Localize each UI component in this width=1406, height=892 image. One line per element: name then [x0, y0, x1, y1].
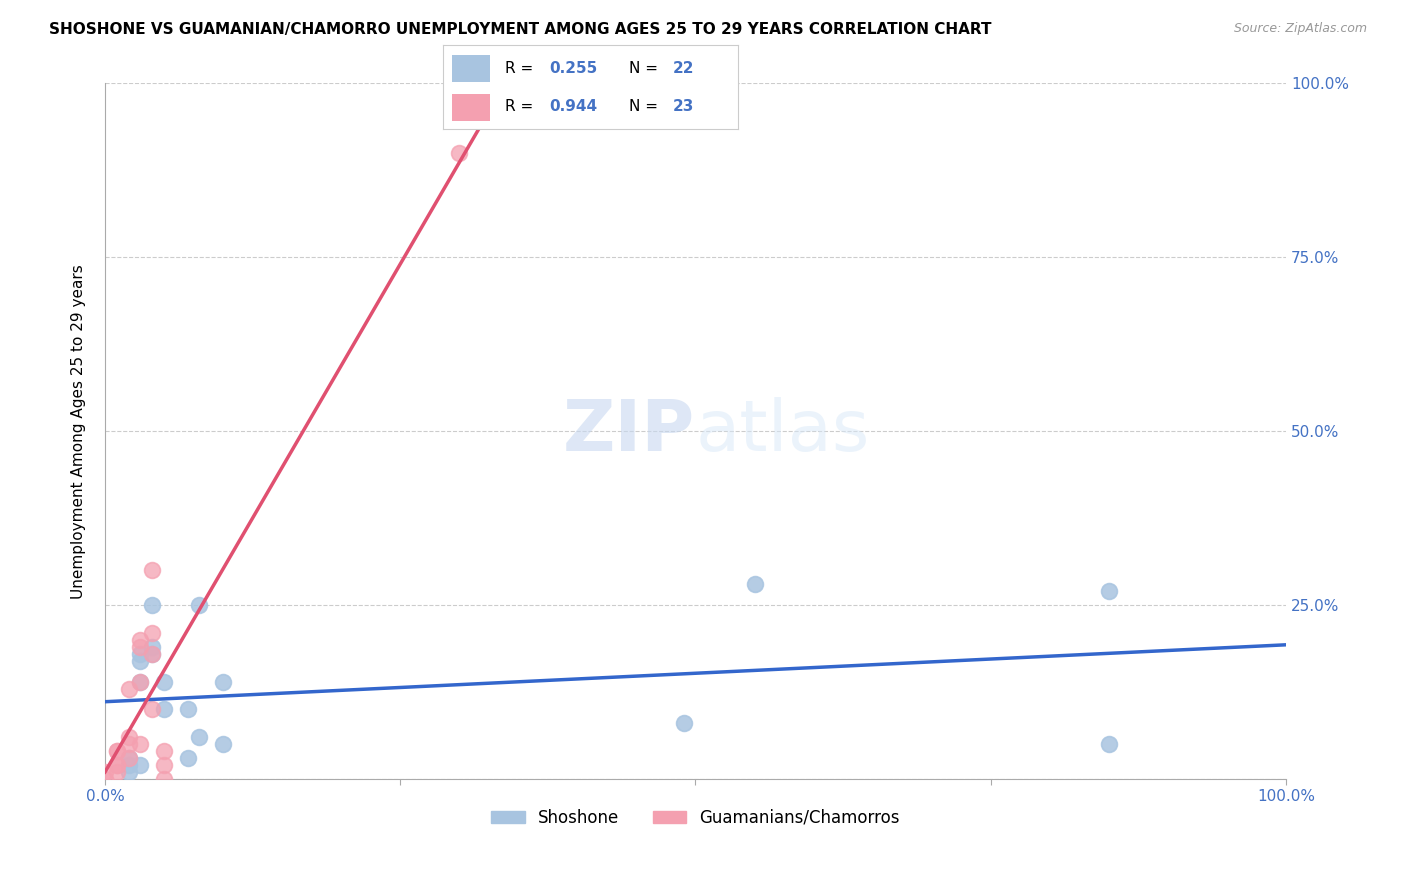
Point [117, 764, 139, 779]
Point [1098, 584, 1121, 599]
Point [105, 744, 128, 758]
Point [94, 772, 117, 786]
Y-axis label: Unemployment Among Ages 25 to 29 years: Unemployment Among Ages 25 to 29 years [72, 264, 86, 599]
Point [141, 647, 163, 661]
Point [117, 730, 139, 744]
Point [153, 744, 176, 758]
Point [129, 647, 152, 661]
Point [153, 674, 176, 689]
Point [212, 674, 235, 689]
Point [117, 751, 139, 765]
Point [449, 146, 471, 161]
Point [105, 758, 128, 772]
Point [94, 764, 117, 779]
Point [105, 758, 128, 772]
Text: Source: ZipAtlas.com: Source: ZipAtlas.com [1233, 22, 1367, 36]
FancyBboxPatch shape [451, 94, 491, 120]
Text: 23: 23 [673, 99, 695, 114]
Text: 0.944: 0.944 [550, 99, 598, 114]
Point [188, 730, 211, 744]
Point [141, 598, 163, 612]
Text: SHOSHONE VS GUAMANIAN/CHAMORRO UNEMPLOYMENT AMONG AGES 25 TO 29 YEARS CORRELATIO: SHOSHONE VS GUAMANIAN/CHAMORRO UNEMPLOYM… [49, 22, 991, 37]
Point [129, 674, 152, 689]
Point [141, 640, 163, 654]
Point [672, 716, 695, 731]
Text: R =: R = [505, 61, 538, 76]
Point [117, 681, 139, 696]
Point [153, 758, 176, 772]
Point [129, 640, 152, 654]
Point [117, 737, 139, 751]
Point [117, 751, 139, 765]
Point [153, 772, 176, 786]
Point [129, 737, 152, 751]
Legend: Shoshone, Guamanians/Chamorros: Shoshone, Guamanians/Chamorros [485, 802, 907, 833]
Point [153, 702, 176, 716]
Point [176, 702, 198, 716]
Point [141, 563, 163, 577]
Point [1098, 737, 1121, 751]
Point [129, 654, 152, 668]
Point [129, 674, 152, 689]
Point [141, 625, 163, 640]
Point [176, 751, 198, 765]
Point [117, 758, 139, 772]
Text: N =: N = [628, 61, 662, 76]
Point [141, 702, 163, 716]
Text: atlas: atlas [696, 397, 870, 466]
Text: 0.255: 0.255 [550, 61, 598, 76]
Point [105, 744, 128, 758]
Point [141, 647, 163, 661]
Text: 22: 22 [673, 61, 695, 76]
Point [744, 577, 766, 591]
Point [129, 632, 152, 647]
Text: R =: R = [505, 99, 538, 114]
FancyBboxPatch shape [451, 54, 491, 82]
Text: ZIP: ZIP [564, 397, 696, 466]
Text: N =: N = [628, 99, 662, 114]
Point [105, 764, 128, 779]
Point [188, 598, 211, 612]
Point [212, 737, 235, 751]
Point [129, 758, 152, 772]
